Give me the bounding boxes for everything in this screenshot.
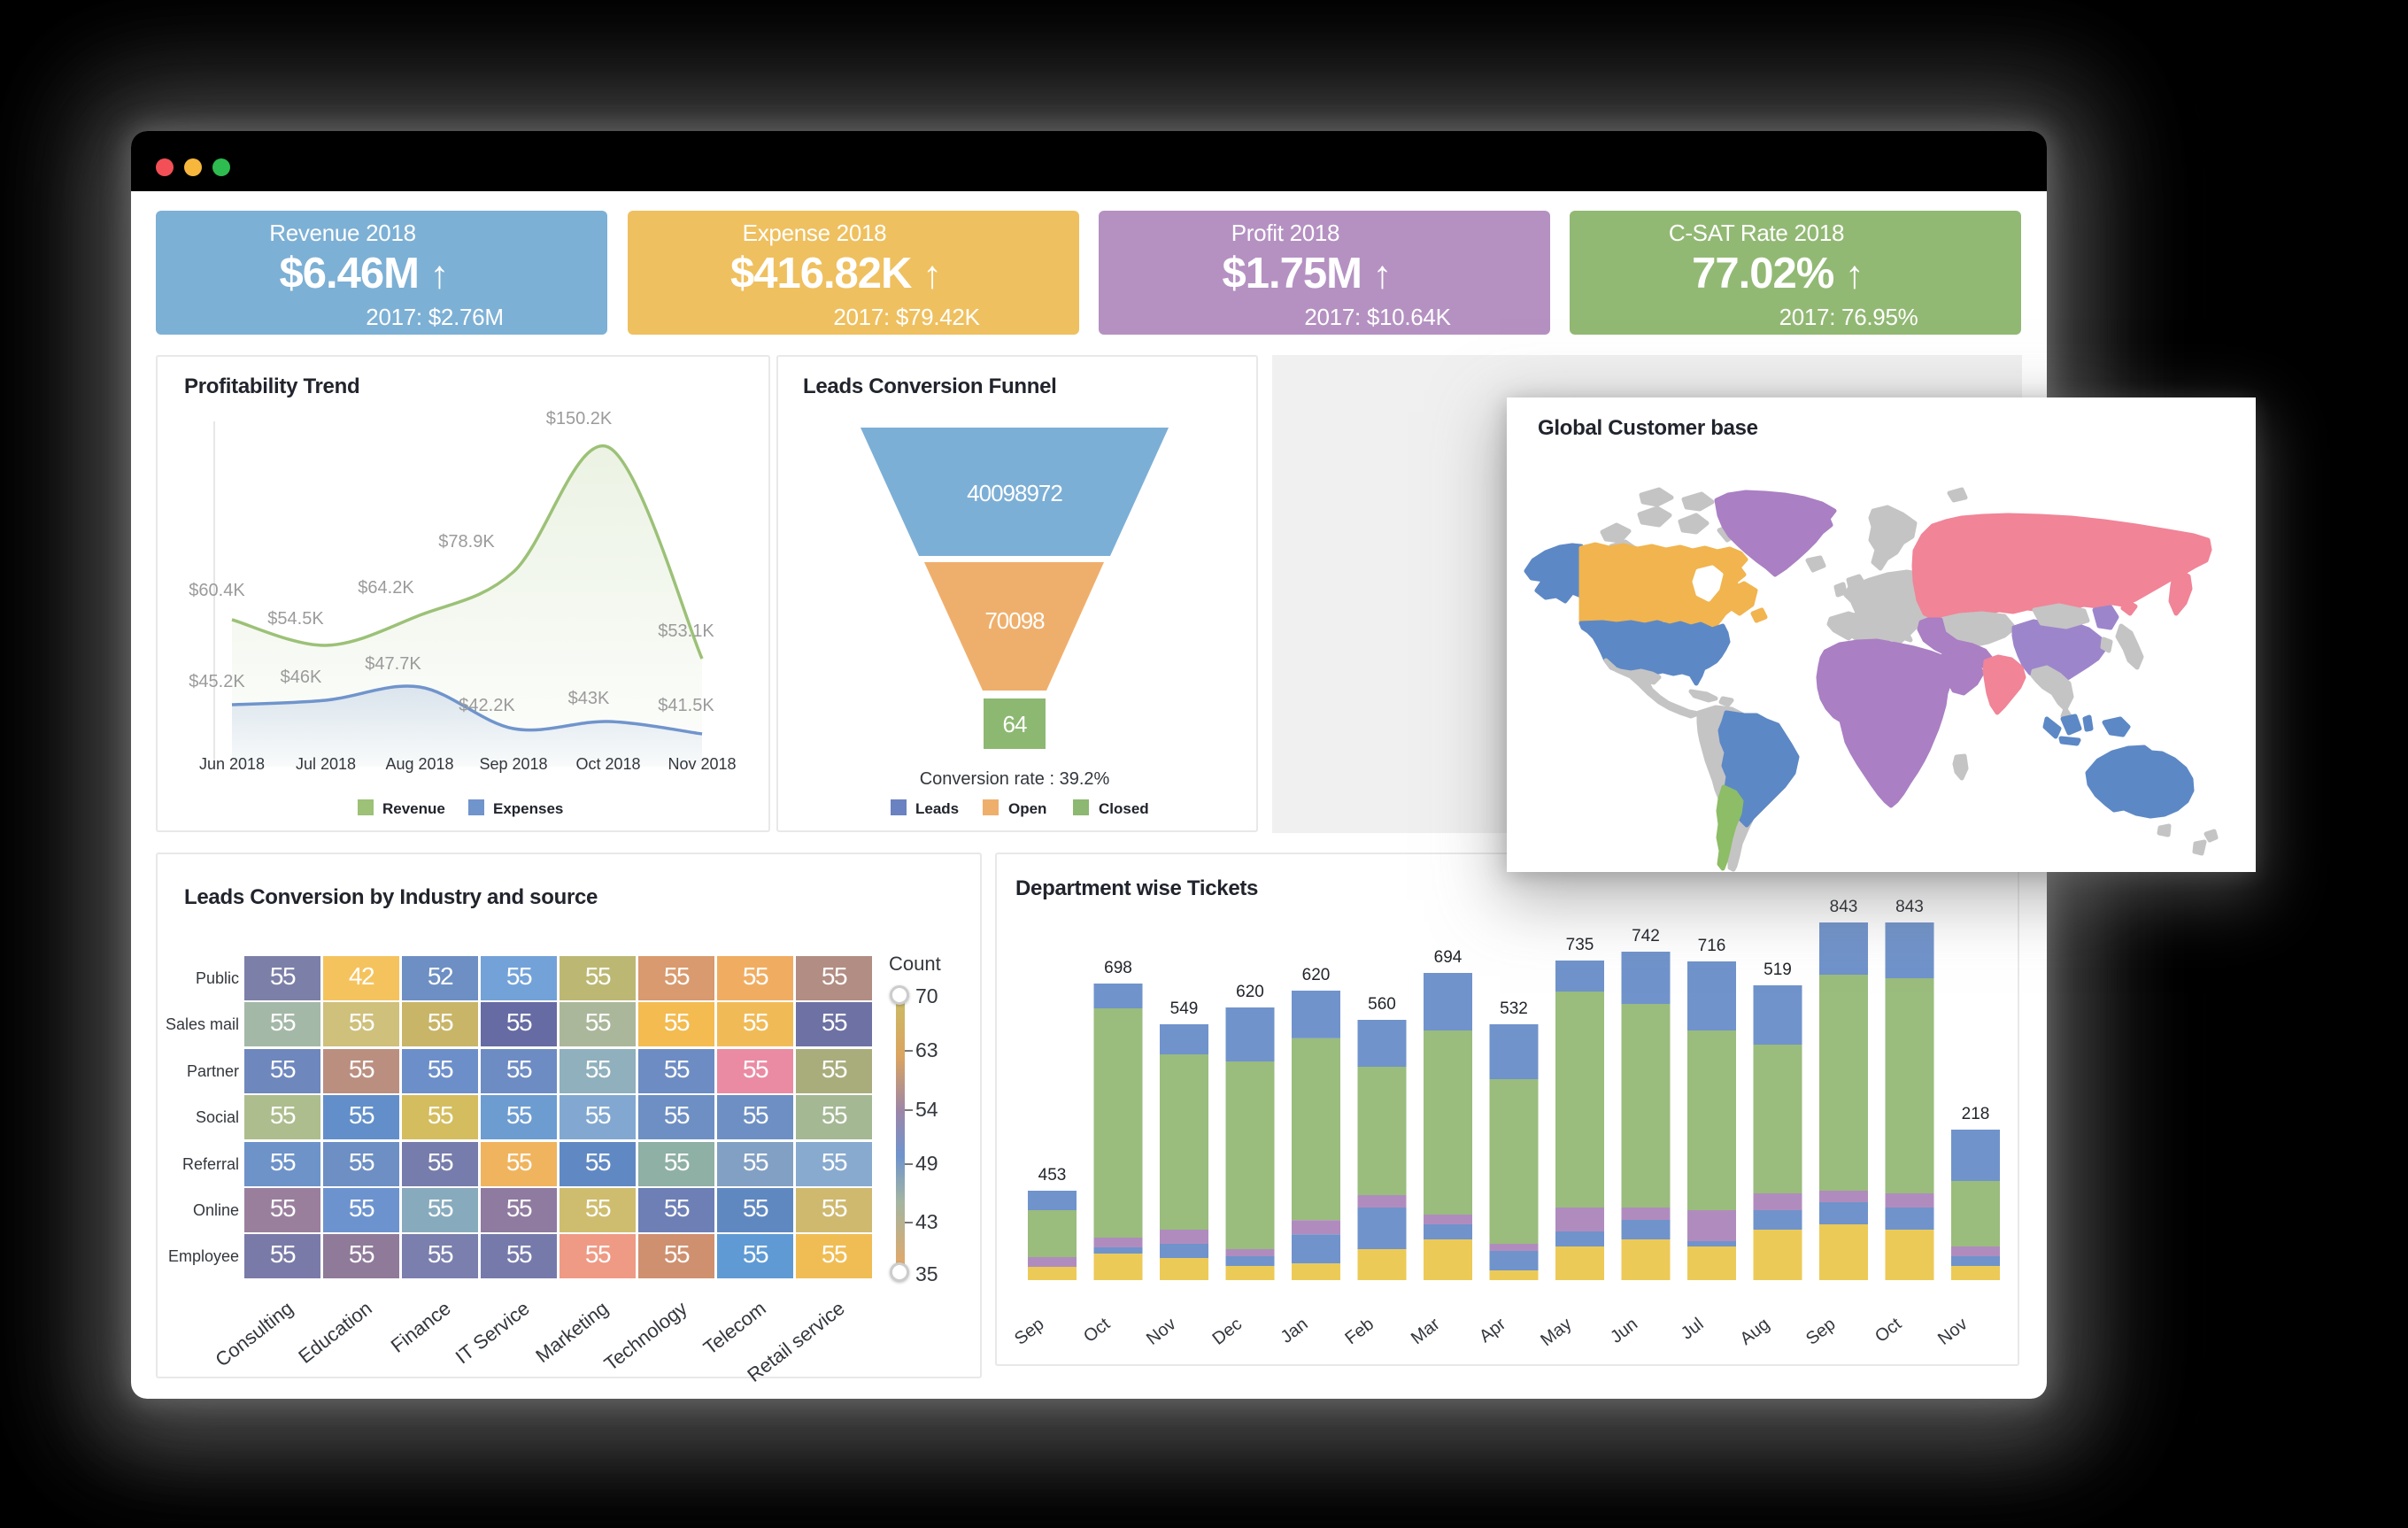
svg-text:694: 694 [1434,948,1463,967]
svg-text:453: 453 [1038,1166,1067,1185]
svg-text:Open: Open [1008,800,1046,817]
svg-text:Expenses: Expenses [493,800,563,817]
svg-text:$150.2K: $150.2K [546,409,613,428]
svg-text:Sep: Sep [1802,1315,1840,1349]
svg-text:843: 843 [1895,898,1924,916]
svg-text:Oct: Oct [1080,1314,1114,1347]
svg-text:May: May [1537,1315,1575,1351]
svg-text:Conversion rate : 39.2%: Conversion rate : 39.2% [920,769,1110,789]
svg-text:70098: 70098 [984,607,1045,634]
svg-text:$41.5K: $41.5K [658,696,714,715]
svg-text:Revenue: Revenue [382,800,445,817]
svg-text:Jul: Jul [1678,1315,1708,1344]
svg-text:Jun 2018: Jun 2018 [199,755,265,773]
svg-text:620: 620 [1302,966,1331,984]
svg-text:742: 742 [1632,927,1660,945]
svg-text:Nov: Nov [1143,1315,1180,1349]
svg-text:843: 843 [1830,898,1858,916]
svg-text:532: 532 [1500,999,1528,1018]
svg-text:$43K: $43K [568,689,610,708]
svg-text:Feb: Feb [1341,1315,1378,1349]
svg-text:$45.2K: $45.2K [189,672,245,691]
svg-text:Mar: Mar [1408,1314,1444,1348]
svg-text:Sep: Sep [1011,1315,1048,1349]
svg-text:218: 218 [1962,1105,1990,1123]
svg-text:716: 716 [1698,937,1726,955]
svg-text:Nov: Nov [1934,1315,1972,1349]
svg-text:$60.4K: $60.4K [189,581,245,600]
svg-text:735: 735 [1566,936,1594,954]
svg-text:$42.2K: $42.2K [459,696,515,715]
svg-text:Aug 2018: Aug 2018 [385,755,453,773]
svg-text:$47.7K: $47.7K [365,654,421,674]
svg-text:$53.1K: $53.1K [658,621,714,641]
svg-text:Sep 2018: Sep 2018 [479,755,547,773]
svg-text:Apr: Apr [1476,1314,1509,1347]
svg-text:Dec: Dec [1208,1315,1246,1349]
svg-text:Oct 2018: Oct 2018 [575,755,640,773]
svg-text:Nov 2018: Nov 2018 [668,755,736,773]
svg-text:620: 620 [1236,983,1264,1001]
svg-text:64: 64 [1003,711,1027,737]
svg-text:Closed: Closed [1099,800,1149,817]
svg-text:560: 560 [1368,995,1396,1014]
svg-text:Jun: Jun [1607,1315,1641,1347]
svg-text:698: 698 [1104,959,1132,977]
svg-text:Leads: Leads [915,800,959,817]
svg-text:$64.2K: $64.2K [358,578,414,598]
svg-text:$78.9K: $78.9K [438,532,495,552]
svg-text:$46K: $46K [281,668,322,687]
svg-text:40098972: 40098972 [967,480,1062,506]
svg-text:$54.5K: $54.5K [267,609,324,629]
svg-text:Aug: Aug [1736,1315,1773,1349]
svg-text:519: 519 [1764,961,1792,979]
svg-text:Oct: Oct [1872,1314,1905,1347]
svg-text:Jan: Jan [1277,1315,1312,1347]
svg-text:Jul 2018: Jul 2018 [296,755,356,773]
svg-text:549: 549 [1170,999,1199,1018]
